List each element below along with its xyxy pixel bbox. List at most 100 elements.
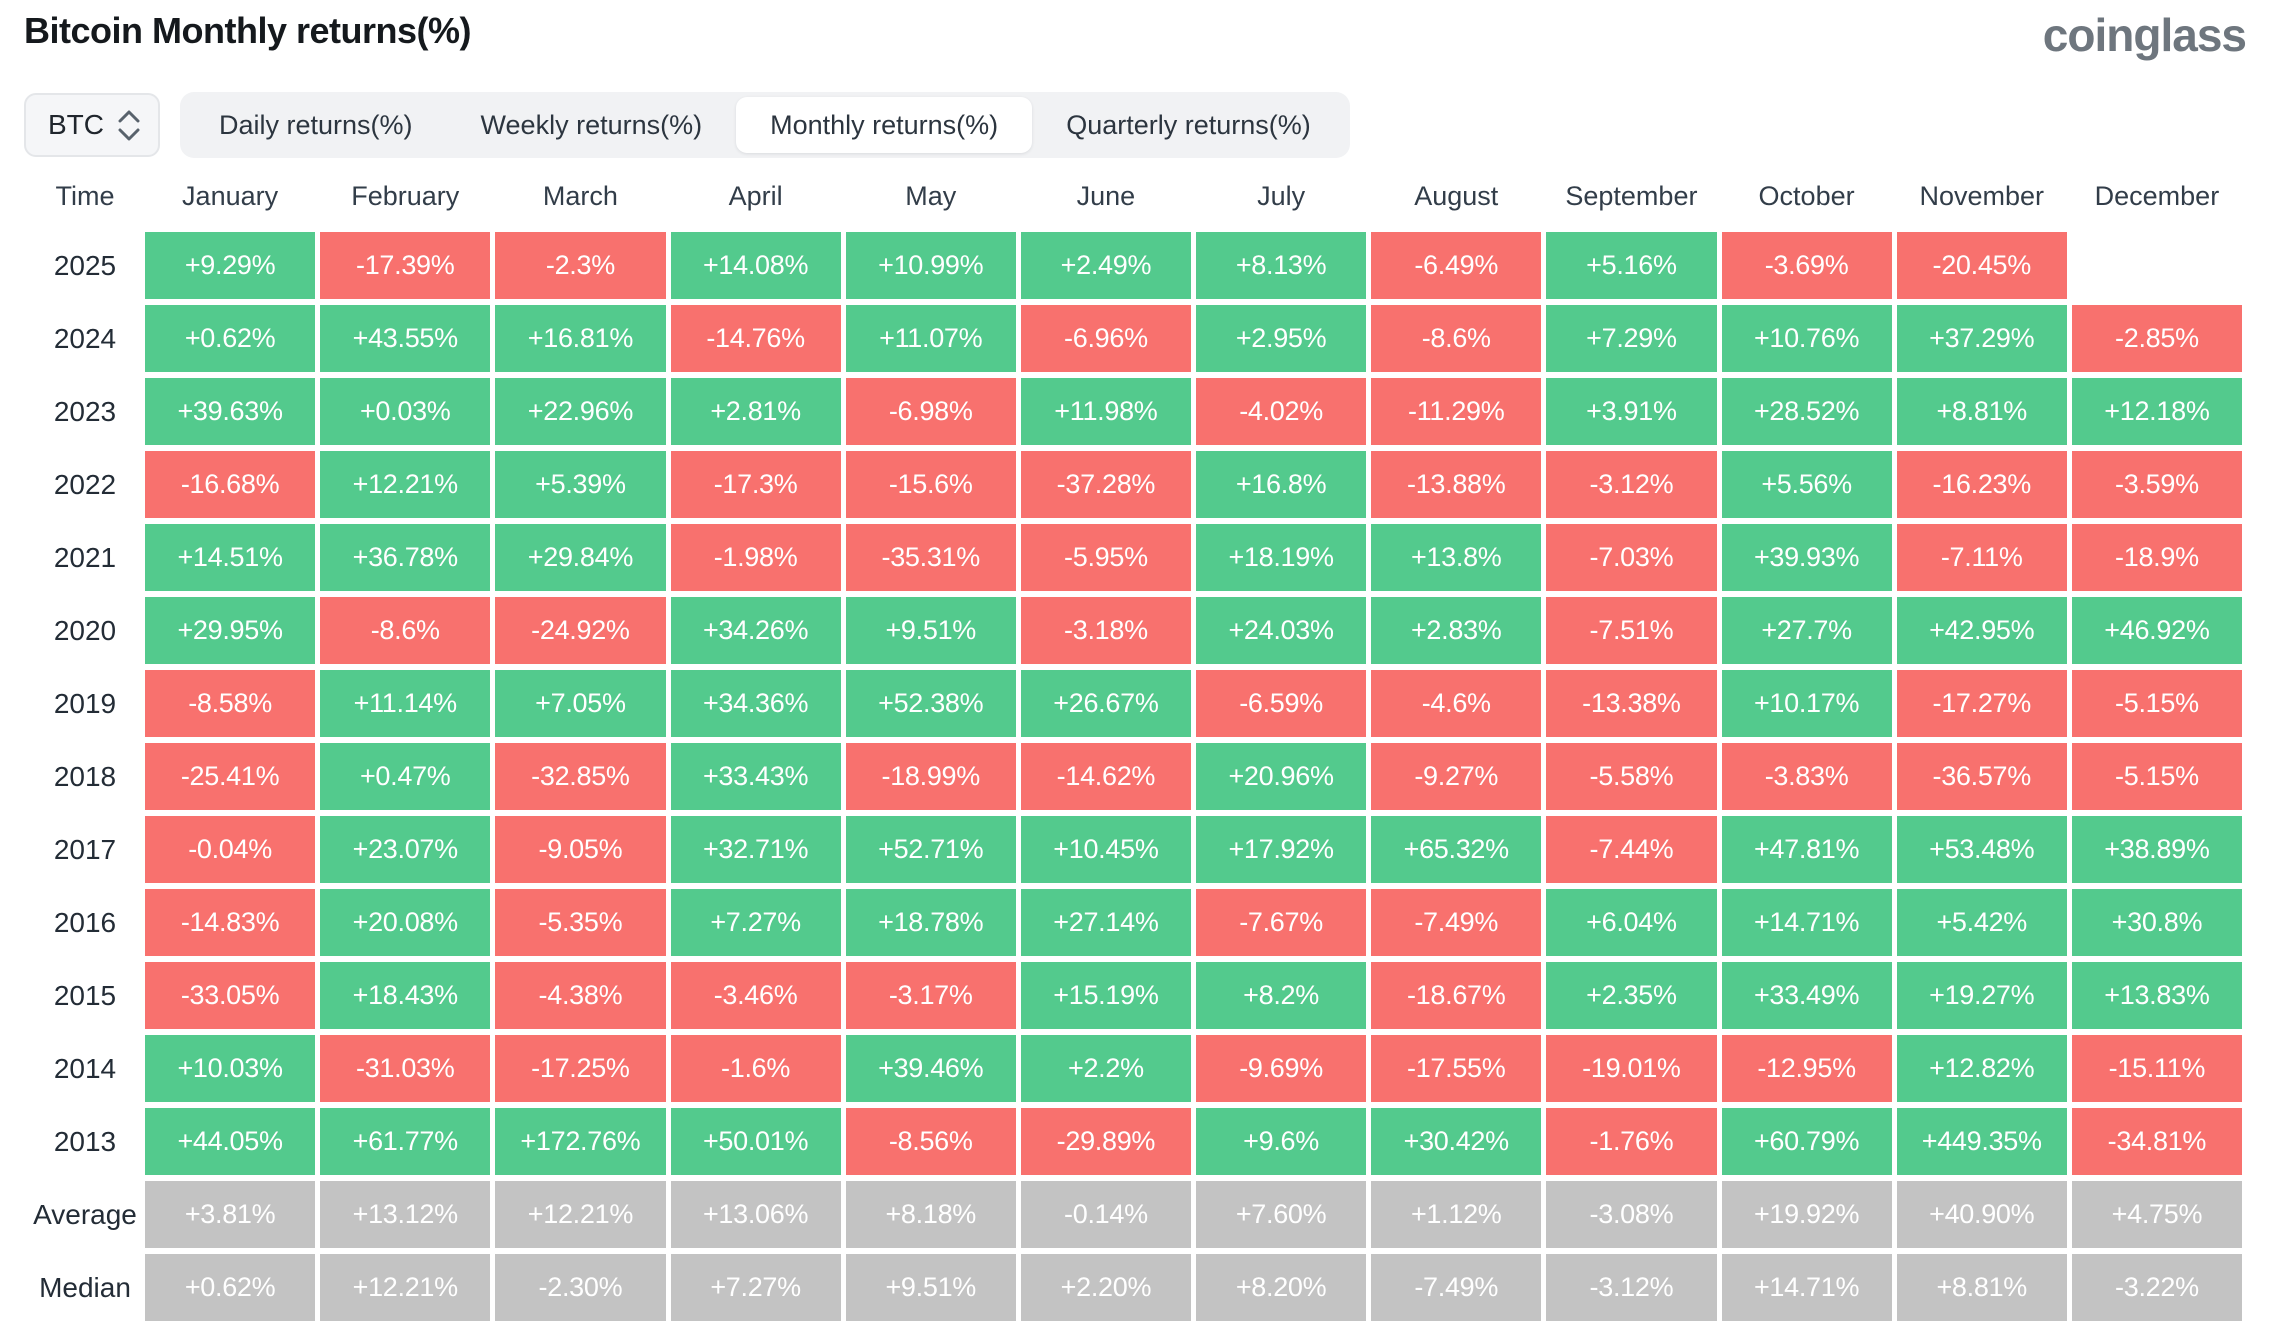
return-cell: -36.57% <box>1896 743 2067 810</box>
row-label: 2021 <box>53 541 117 573</box>
table-header-row: Time January February March April May June July… <box>30 168 2242 224</box>
return-cell: +14.51% <box>145 524 316 591</box>
coin-select[interactable]: BTC <box>24 93 160 157</box>
return-cell: +18.78% <box>845 889 1016 956</box>
return-cell: -2.30% <box>495 1254 666 1321</box>
return-cell: +5.42% <box>1896 889 2067 956</box>
return-cell: +2.95% <box>1196 305 1367 372</box>
return-cell: -5.15% <box>2071 743 2242 810</box>
return-cell: +3.81% <box>145 1181 316 1248</box>
col-header-month: April <box>728 180 783 211</box>
table-row: 2021 +14.51% +36.78% +29.84% -1.98% -35.31% -5… <box>30 524 2242 591</box>
return-cell: +61.77% <box>320 1108 491 1175</box>
return-cell: -20.45% <box>1896 232 2067 299</box>
return-cell: -1.98% <box>670 524 841 591</box>
return-cell: -17.55% <box>1371 1035 1542 1102</box>
return-cell: +8.81% <box>1896 378 2067 445</box>
return-cell: +449.35% <box>1896 1108 2067 1175</box>
return-cell: -17.27% <box>1896 670 2067 737</box>
return-cell: +20.08% <box>320 889 491 956</box>
return-cell: +19.92% <box>1721 1181 1892 1248</box>
return-cell: +0.62% <box>145 305 316 372</box>
return-cell: +13.83% <box>2071 962 2242 1029</box>
return-cell: -7.03% <box>1546 524 1717 591</box>
return-cell: -18.67% <box>1371 962 1542 1029</box>
tab-daily-returns[interactable]: Daily returns(%) <box>185 97 447 153</box>
table-row: 2022 -16.68% +12.21% +5.39% -17.3% -15.6% -37.… <box>30 451 2242 518</box>
table-row: 2024 +0.62% +43.55% +16.81% -14.76% +11.07% -6… <box>30 305 2242 372</box>
return-cell: +9.6% <box>1196 1108 1367 1175</box>
table-row: 2025 +9.29% -17.39% -2.3% +14.08% +10.99% +2.4… <box>30 232 2242 299</box>
return-cell: +29.84% <box>495 524 666 591</box>
return-cell: -32.85% <box>495 743 666 810</box>
return-cell: +9.29% <box>145 232 316 299</box>
return-cell: -8.6% <box>1371 305 1542 372</box>
return-cell: +17.92% <box>1196 816 1367 883</box>
return-cell: -19.01% <box>1546 1035 1717 1102</box>
row-label: 2017 <box>53 833 117 865</box>
return-cell: +2.49% <box>1020 232 1191 299</box>
return-cell: +12.18% <box>2071 378 2242 445</box>
return-cell: -6.59% <box>1196 670 1367 737</box>
return-cell: +14.08% <box>670 232 841 299</box>
return-cell: +37.29% <box>1896 305 2067 372</box>
return-cell: +8.2% <box>1196 962 1367 1029</box>
return-cell: +39.46% <box>845 1035 1016 1102</box>
page-header: Bitcoin Monthly returns(%) coinglass <box>0 0 2272 66</box>
return-cell: +0.47% <box>320 743 491 810</box>
return-cell: +39.93% <box>1721 524 1892 591</box>
return-cell: -11.29% <box>1371 378 1542 445</box>
tab-quarterly-returns[interactable]: Quarterly returns(%) <box>1032 97 1345 153</box>
row-label: Median <box>39 1271 131 1303</box>
return-cell: -8.58% <box>145 670 316 737</box>
tab-weekly-returns[interactable]: Weekly returns(%) <box>447 97 737 153</box>
page-title: Bitcoin Monthly returns(%) <box>24 10 471 51</box>
return-cell: +43.55% <box>320 305 491 372</box>
row-label: 2023 <box>53 395 117 427</box>
return-cell: -7.49% <box>1371 1254 1542 1321</box>
return-cell: +14.71% <box>1721 1254 1892 1321</box>
return-cell: -7.11% <box>1896 524 2067 591</box>
return-cell: -4.6% <box>1371 670 1542 737</box>
return-cell: +8.18% <box>845 1181 1016 1248</box>
return-cell: +10.76% <box>1721 305 1892 372</box>
return-cell: -17.25% <box>495 1035 666 1102</box>
return-cell: -4.02% <box>1196 378 1367 445</box>
return-cell: +5.16% <box>1546 232 1717 299</box>
return-cell: +13.12% <box>320 1181 491 1248</box>
return-cell: -6.96% <box>1020 305 1191 372</box>
return-cell: -3.18% <box>1020 597 1191 664</box>
tab-monthly-returns[interactable]: Monthly returns(%) <box>736 97 1033 153</box>
returns-table: Time January February March April May June July… <box>0 168 2272 1321</box>
col-header-month: August <box>1414 180 1499 211</box>
return-cell: -31.03% <box>320 1035 491 1102</box>
return-cell: +6.04% <box>1546 889 1717 956</box>
col-header-month: November <box>1919 180 2045 211</box>
return-cell: -34.81% <box>2071 1108 2242 1175</box>
return-cell: +2.35% <box>1546 962 1717 1029</box>
return-cell: +20.96% <box>1196 743 1367 810</box>
return-cell: +8.13% <box>1196 232 1367 299</box>
return-cell: +11.98% <box>1020 378 1191 445</box>
return-cell: -0.14% <box>1020 1181 1191 1248</box>
row-label: 2022 <box>53 468 117 500</box>
col-header-month: February <box>351 180 460 211</box>
table-row: 2020 +29.95% -8.6% -24.92% +34.26% +9.51% -3.1… <box>30 597 2242 664</box>
coin-select-label: BTC <box>48 109 104 140</box>
table-row: 2018 -25.41% +0.47% -32.85% +33.43% -18.99% -1… <box>30 743 2242 810</box>
col-header-time: Time <box>55 180 115 211</box>
return-cell: +0.03% <box>320 378 491 445</box>
row-label: 2025 <box>53 249 117 281</box>
return-cell: -25.41% <box>145 743 316 810</box>
return-cell: -17.3% <box>670 451 841 518</box>
return-cell: +34.26% <box>670 597 841 664</box>
return-cell: -0.04% <box>145 816 316 883</box>
return-cell: +30.42% <box>1371 1108 1542 1175</box>
return-cell: -35.31% <box>845 524 1016 591</box>
return-cell: -18.99% <box>845 743 1016 810</box>
return-cell: -18.9% <box>2071 524 2242 591</box>
return-cell: -24.92% <box>495 597 666 664</box>
return-cell: -2.3% <box>495 232 666 299</box>
controls-bar: BTC Daily returns(%) Weekly returns(%) M… <box>0 92 2272 158</box>
return-cell: +2.2% <box>1020 1035 1191 1102</box>
